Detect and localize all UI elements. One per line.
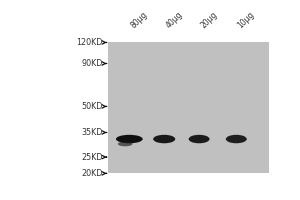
Ellipse shape xyxy=(153,135,175,143)
Text: 10μg: 10μg xyxy=(236,10,256,30)
Ellipse shape xyxy=(118,142,133,146)
Ellipse shape xyxy=(189,135,209,143)
Text: 20KD: 20KD xyxy=(81,169,103,178)
Text: 80μg: 80μg xyxy=(129,10,149,30)
Text: 40μg: 40μg xyxy=(164,10,184,30)
Text: 120KD: 120KD xyxy=(76,38,103,47)
Ellipse shape xyxy=(116,135,143,143)
Ellipse shape xyxy=(226,135,247,143)
Text: 25KD: 25KD xyxy=(81,153,103,162)
Text: 90KD: 90KD xyxy=(81,59,103,68)
Text: 35KD: 35KD xyxy=(81,128,103,137)
Text: 50KD: 50KD xyxy=(81,102,103,111)
Text: 20μg: 20μg xyxy=(199,10,219,30)
Bar xyxy=(108,42,269,173)
